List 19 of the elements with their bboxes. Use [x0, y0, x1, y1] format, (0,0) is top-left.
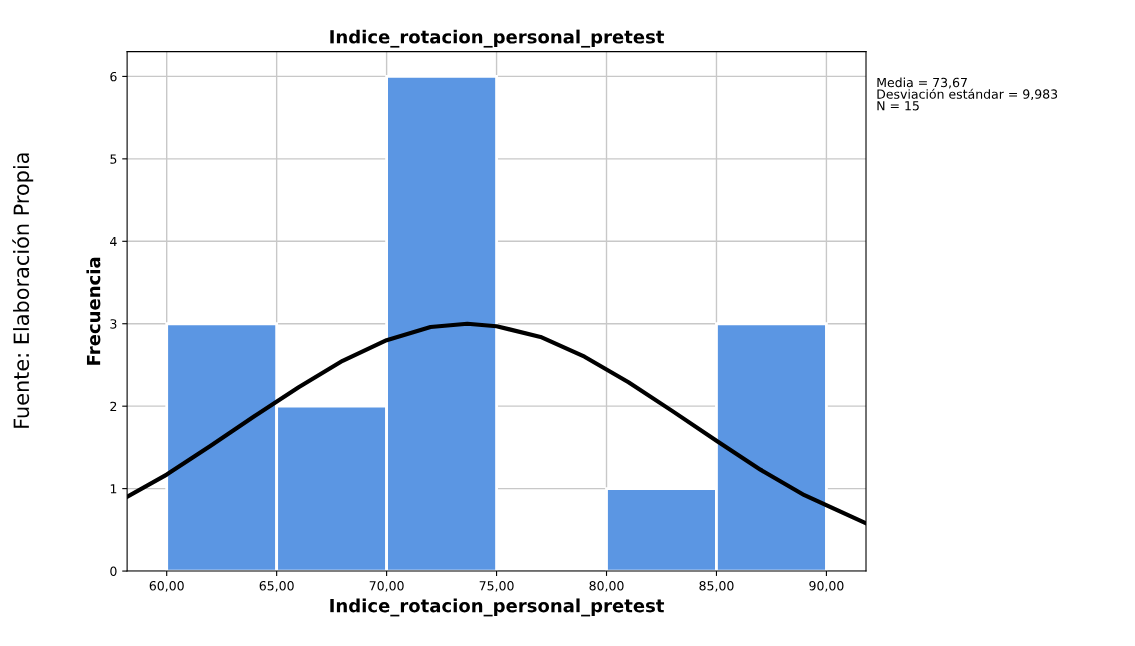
y-tick-label: 3 — [110, 319, 117, 329]
x-tick-label: 70,00 — [369, 581, 404, 592]
x-axis-title: Indice_rotacion_personal_pretest — [330, 598, 665, 617]
x-tick-label: 75,00 — [479, 581, 514, 592]
text: Media = 73,67 Desviación estándar = 9,983 N = 15 — [877, 77, 1058, 111]
y-axis-title: Frecuencia — [86, 257, 101, 365]
y-tick-label: 0 — [110, 566, 117, 576]
y-tick-label: 6 — [110, 71, 117, 82]
x-tick-label: 60,00 — [149, 581, 184, 592]
x-tick-label: 90,00 — [809, 581, 844, 592]
y-tick-label: 2 — [110, 401, 117, 411]
y-tick-label: 1 — [110, 484, 117, 494]
y-tick-label: 4 — [110, 236, 117, 247]
chart-title: Indice_rotacion_personal_pretest — [330, 29, 665, 48]
x-tick-label: 85,00 — [699, 581, 734, 592]
source-note: Fuente: Elaboración Propia — [12, 153, 34, 428]
x-tick-label: 80,00 — [589, 581, 624, 592]
y-tick-label: 5 — [110, 154, 117, 164]
x-tick-label: 65,00 — [259, 581, 294, 592]
